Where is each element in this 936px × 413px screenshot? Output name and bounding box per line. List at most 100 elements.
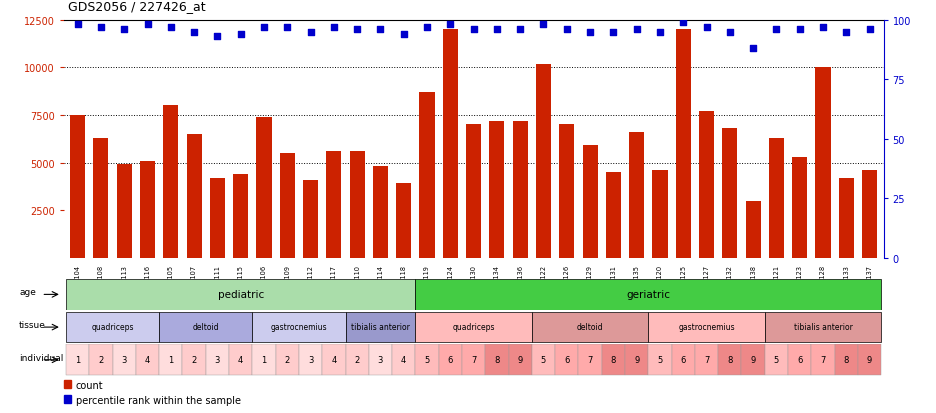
Bar (699, 112, 714, 258)
Bar (183, 345, 206, 375)
Text: 6: 6 (680, 355, 686, 364)
Point (862, 27, 877, 33)
Text: 5: 5 (541, 355, 546, 364)
Point (815, 24, 830, 31)
Text: tissue: tissue (19, 320, 46, 329)
Text: 7: 7 (588, 355, 592, 364)
Bar (136, 345, 159, 375)
Point (746, 46, 761, 52)
Text: 1: 1 (168, 355, 173, 364)
Bar (253, 345, 275, 375)
Point (606, 29, 621, 36)
Bar (625, 345, 649, 375)
Text: pediatric: pediatric (217, 289, 264, 299)
Point (560, 27, 575, 33)
Bar (582, 146, 598, 258)
Bar (676, 30, 691, 258)
Bar (64, 380, 71, 388)
Text: individual: individual (19, 353, 64, 362)
Bar (396, 184, 411, 258)
Bar (839, 178, 854, 258)
Text: tibialis anterior: tibialis anterior (794, 322, 853, 331)
Point (70, 22, 85, 28)
Bar (112, 345, 136, 375)
Text: quadriceps: quadriceps (452, 322, 495, 331)
Bar (485, 345, 508, 375)
Bar (536, 64, 551, 258)
Bar (741, 345, 765, 375)
Point (466, 27, 481, 33)
Text: GDS2056 / 227426_at: GDS2056 / 227426_at (68, 0, 206, 13)
Text: 1: 1 (261, 355, 267, 364)
Bar (792, 157, 807, 258)
Point (140, 22, 155, 28)
Bar (672, 345, 695, 375)
Text: 2: 2 (192, 355, 197, 364)
Text: 6: 6 (447, 355, 453, 364)
Bar (555, 345, 578, 375)
Bar (159, 312, 253, 342)
Point (676, 20, 691, 26)
Text: 3: 3 (214, 355, 220, 364)
Text: percentile rank within the sample: percentile rank within the sample (76, 395, 241, 405)
Bar (649, 345, 672, 375)
Bar (723, 129, 738, 258)
Bar (718, 345, 741, 375)
Text: 4: 4 (238, 355, 243, 364)
Point (280, 24, 295, 31)
Bar (64, 395, 71, 403)
Bar (746, 201, 761, 258)
Bar (303, 180, 318, 258)
Bar (275, 345, 299, 375)
Text: deltoid: deltoid (193, 322, 219, 331)
Point (536, 22, 551, 28)
Text: 5: 5 (774, 355, 779, 364)
Bar (532, 312, 649, 342)
Text: 4: 4 (331, 355, 336, 364)
Bar (229, 345, 253, 375)
Bar (253, 312, 345, 342)
Point (303, 29, 318, 36)
Bar (280, 154, 295, 258)
Text: quadriceps: quadriceps (92, 322, 134, 331)
Point (419, 24, 434, 31)
Bar (652, 171, 667, 258)
Point (723, 29, 738, 36)
Bar (862, 171, 877, 258)
Point (792, 27, 807, 33)
Bar (322, 345, 345, 375)
Bar (416, 280, 882, 310)
Text: deltoid: deltoid (577, 322, 604, 331)
Bar (419, 93, 434, 258)
Bar (695, 345, 718, 375)
Bar (186, 135, 201, 258)
Point (350, 27, 365, 33)
Bar (159, 345, 183, 375)
Bar (210, 178, 225, 258)
Bar (140, 161, 155, 258)
Bar (788, 345, 812, 375)
Text: geriatric: geriatric (626, 289, 670, 299)
Bar (765, 312, 882, 342)
Bar (373, 167, 388, 258)
Point (163, 24, 178, 31)
Point (443, 22, 458, 28)
Text: 2: 2 (285, 355, 290, 364)
Bar (858, 345, 882, 375)
Bar (532, 345, 555, 375)
Bar (490, 121, 505, 258)
Text: 3: 3 (308, 355, 314, 364)
Bar (606, 173, 621, 258)
Bar (345, 312, 416, 342)
Bar (163, 106, 179, 258)
Point (117, 27, 132, 33)
Text: 7: 7 (704, 355, 709, 364)
Bar (233, 175, 248, 258)
Point (629, 27, 644, 33)
Text: 6: 6 (564, 355, 569, 364)
Bar (349, 152, 365, 258)
Text: 5: 5 (657, 355, 663, 364)
Text: 9: 9 (634, 355, 639, 364)
Point (699, 24, 714, 31)
Bar (508, 345, 532, 375)
